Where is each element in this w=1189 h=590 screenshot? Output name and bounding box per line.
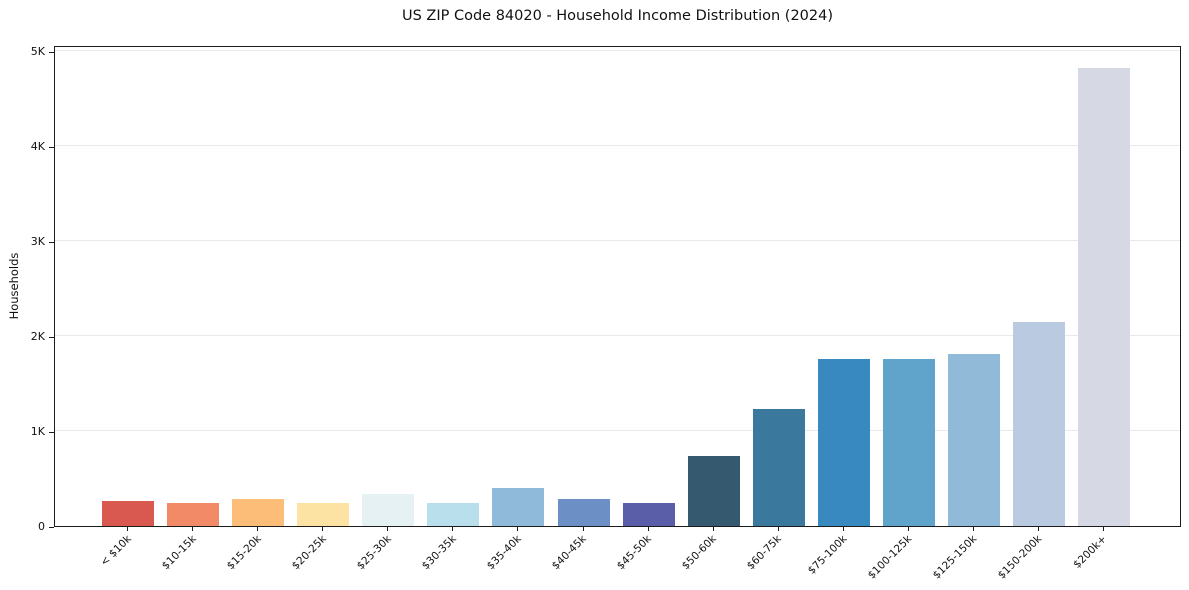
plot-area: [54, 46, 1181, 527]
y-tick-1K: [49, 432, 54, 433]
x-tick-$50-60k: [712, 527, 714, 531]
bar-$30-35k: [427, 502, 480, 526]
x-tick-label-< $10k: < $10k: [97, 533, 134, 569]
x-tick-label-$60-75k: $60-75k: [745, 533, 785, 573]
bar-$15-20k: [232, 498, 285, 526]
bar-$60-75k: [752, 408, 805, 526]
bar-$150-200k: [1013, 321, 1065, 526]
bar-$40-45k: [557, 498, 610, 526]
x-tick-$25-30k: [387, 527, 389, 531]
x-tick-label-$45-50k: $45-50k: [615, 533, 655, 573]
y-tick-label-0: 0: [38, 520, 45, 533]
x-tick-$200k+: [1103, 527, 1104, 531]
bar-$125-150k: [947, 353, 1000, 526]
x-tick-< $10k: [127, 527, 128, 531]
gridline-3K: [55, 240, 1180, 242]
y-tick-3K: [49, 242, 54, 244]
y-tick-2K: [49, 337, 54, 339]
x-tick-$15-20k: [257, 527, 259, 531]
bar-$10-15k: [167, 502, 220, 526]
bar-$200k+: [1078, 67, 1130, 526]
x-tick-label-$25-30k: $25-30k: [354, 533, 394, 573]
gridline-2K: [55, 335, 1180, 337]
gridline-1K: [55, 430, 1180, 431]
x-tick-label-$150-200k: $150-200k: [995, 533, 1045, 582]
gridline-4K: [55, 145, 1180, 147]
bar-$45-50k: [622, 502, 675, 526]
gridline-5K: [55, 50, 1180, 52]
x-tick-$35-40k: [517, 527, 519, 531]
x-tick-label-$35-40k: $35-40k: [484, 533, 524, 573]
x-tick-$30-35k: [452, 527, 454, 531]
x-tick-label-$125-150k: $125-150k: [930, 533, 980, 582]
x-tick-label-$75-100k: $75-100k: [805, 533, 850, 577]
x-tick-$100-125k: [907, 527, 909, 531]
x-tick-$10-15k: [192, 527, 194, 531]
bar-< $10k: [102, 501, 154, 526]
y-axis-label: Households: [7, 252, 21, 320]
x-tick-$150-200k: [1038, 527, 1039, 531]
x-tick-$60-75k: [777, 527, 779, 531]
x-tick-label-$200k+: $200k+: [1071, 533, 1110, 571]
y-tick-label-5K: 5K: [30, 45, 45, 59]
x-tick-label-$15-20k: $15-20k: [224, 533, 264, 573]
x-tick-label-$20-25k: $20-25k: [289, 533, 329, 573]
y-tick-label-2K: 2K: [30, 330, 45, 344]
x-tick-label-$100-125k: $100-125k: [865, 533, 915, 582]
bar-$20-25k: [297, 503, 350, 526]
bar-$50-60k: [687, 456, 740, 526]
x-tick-label-$40-45k: $40-45k: [549, 533, 589, 573]
x-tick-label-$30-35k: $30-35k: [419, 533, 459, 573]
bar-$75-100k: [817, 358, 870, 526]
bar-$100-125k: [882, 359, 935, 526]
y-tick-4K: [49, 147, 54, 149]
y-tick-5K: [49, 52, 54, 54]
bar-$35-40k: [492, 487, 545, 526]
x-tick-$125-150k: [972, 527, 974, 531]
x-tick-label-$50-60k: $50-60k: [680, 533, 720, 573]
x-tick-$45-50k: [647, 527, 649, 531]
y-tick-label-3K: 3K: [30, 235, 45, 249]
x-tick-label-$10-15k: $10-15k: [159, 533, 199, 573]
y-tick-0: [49, 527, 54, 528]
x-tick-$20-25k: [322, 527, 324, 531]
chart-title: US ZIP Code 84020 - Household Income Dis…: [401, 8, 834, 24]
x-tick-$75-100k: [842, 527, 844, 531]
y-tick-label-4K: 4K: [30, 140, 45, 154]
bar-$25-30k: [362, 493, 415, 526]
x-tick-$40-45k: [582, 527, 584, 531]
y-tick-label-1K: 1K: [30, 425, 45, 438]
